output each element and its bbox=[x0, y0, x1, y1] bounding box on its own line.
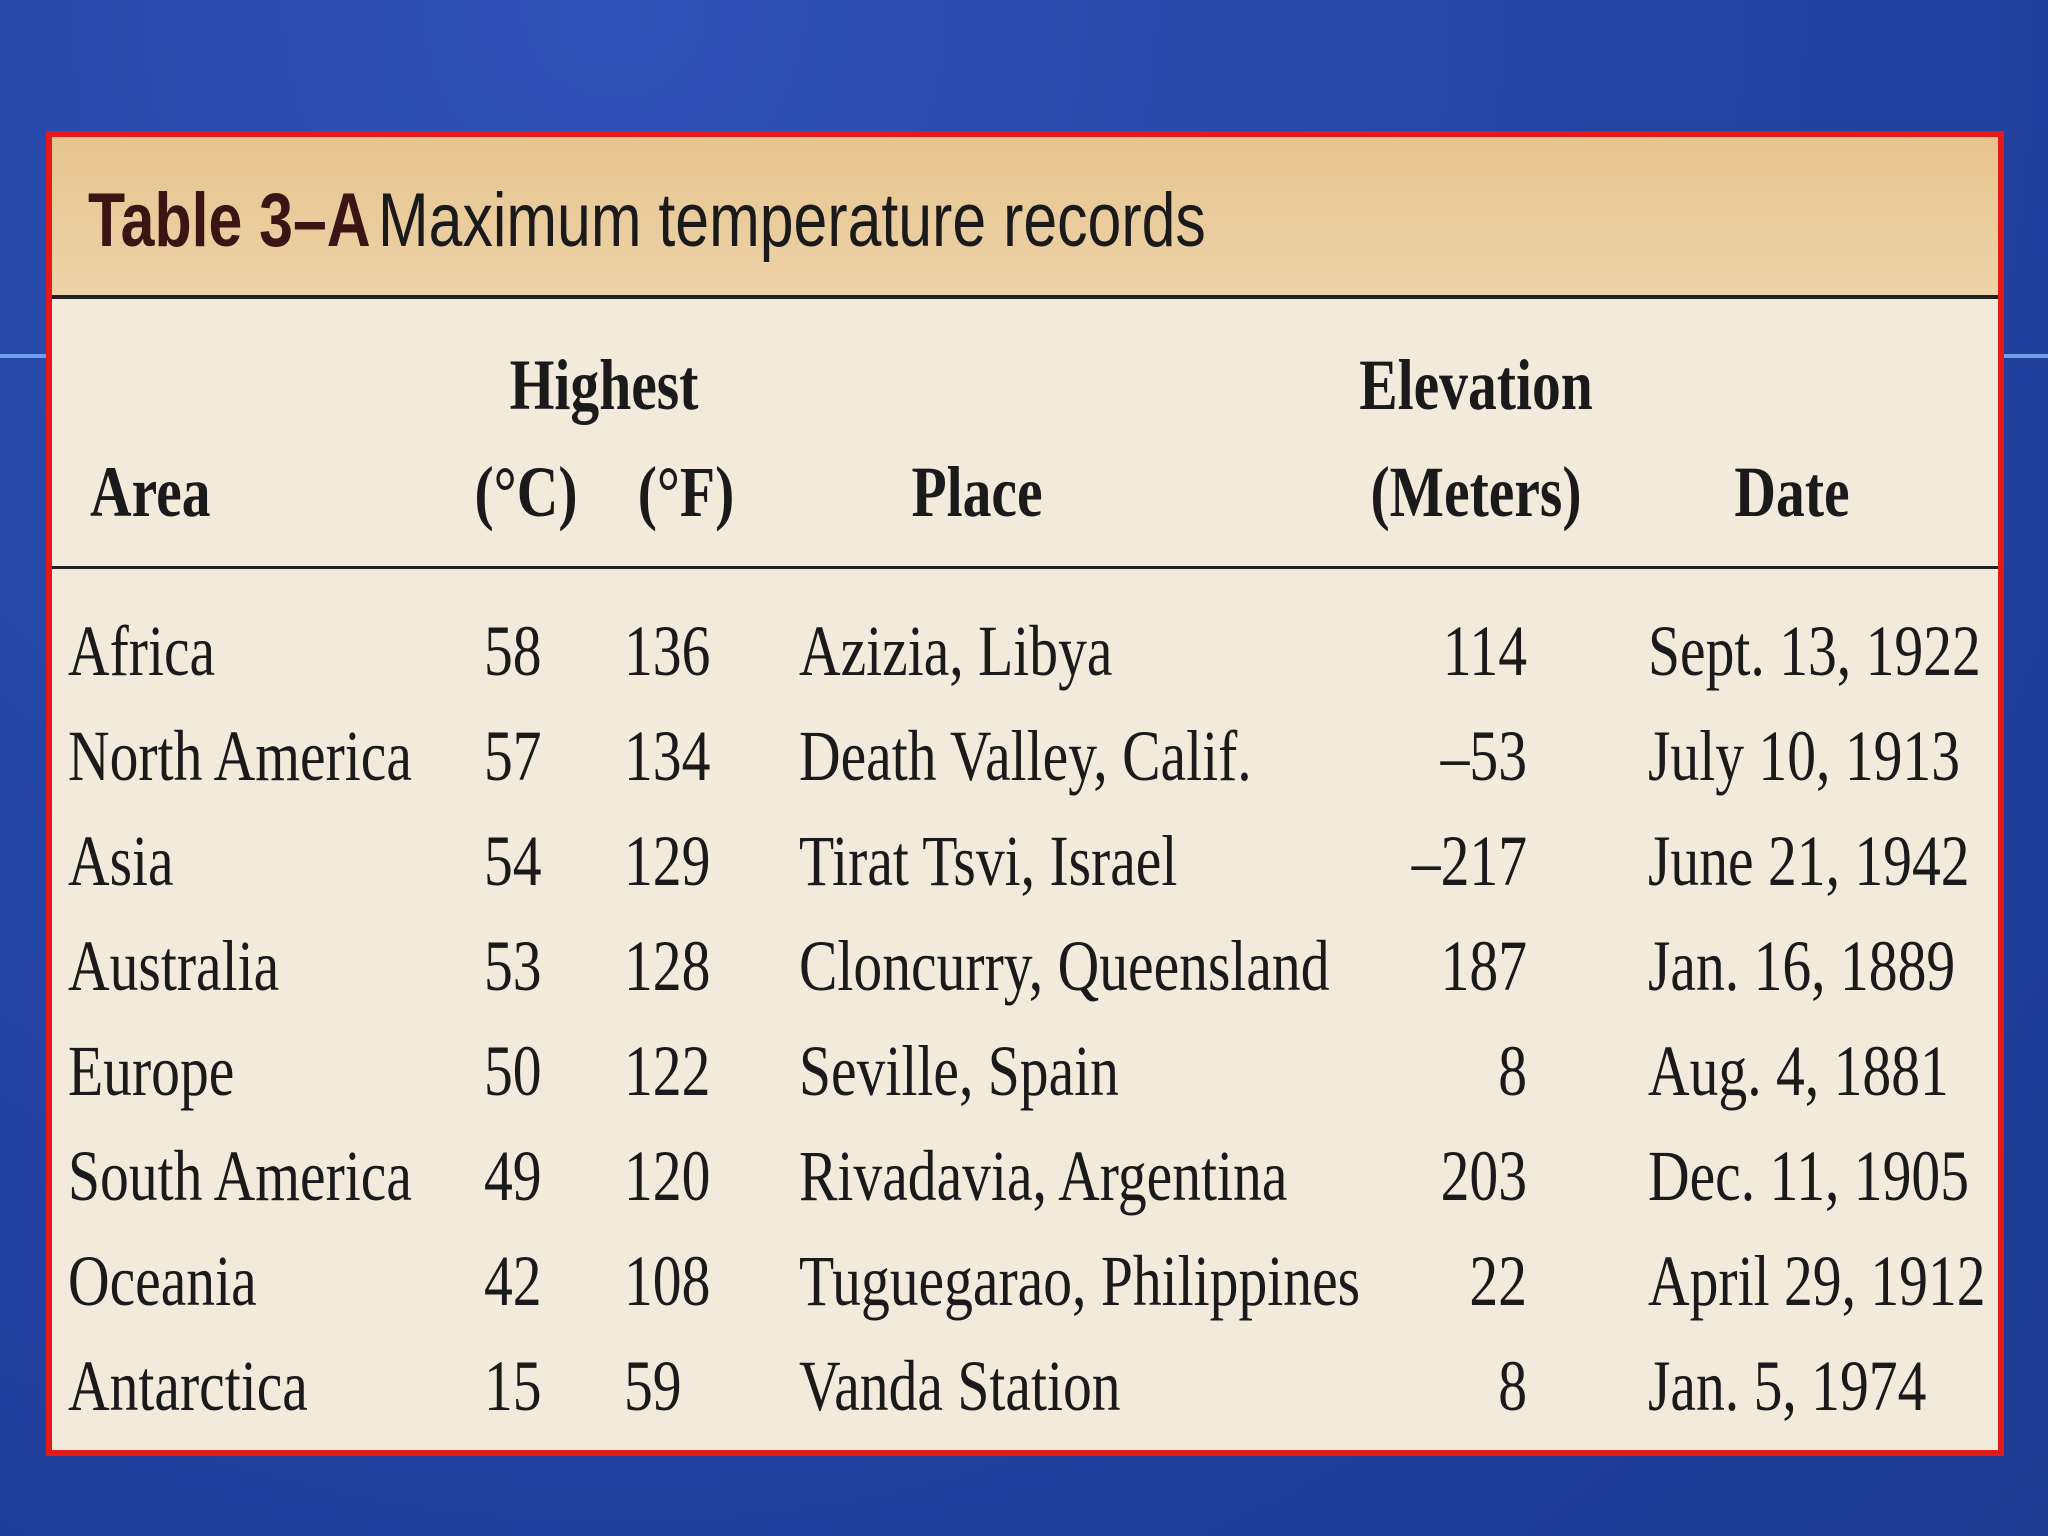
place-cell: Azizia, Libya bbox=[799, 611, 1113, 691]
fahrenheit-cell: 136 bbox=[624, 611, 711, 691]
date-cell: Jan. 5, 1974 bbox=[1648, 1346, 1927, 1426]
celsius-cell: 54 bbox=[484, 821, 542, 901]
place-cell: Tirat Tsvi, Israel bbox=[799, 821, 1178, 901]
celsius-cell: 49 bbox=[484, 1136, 542, 1216]
header: Date bbox=[1734, 452, 1850, 532]
elevation-cell: 22 bbox=[1469, 1241, 1527, 1321]
elevation-cell: 114 bbox=[1442, 611, 1527, 691]
date-cell: Dec. 11, 1905 bbox=[1648, 1136, 1969, 1216]
table-title: Maximum temperature records bbox=[378, 178, 1206, 263]
header: Place bbox=[911, 452, 1043, 532]
area-cell: Oceania bbox=[68, 1241, 257, 1321]
header: Elevation bbox=[1359, 345, 1593, 425]
area-cell: North America bbox=[68, 716, 412, 796]
table-card: Table 3–A Maximum temperature records Hi… bbox=[46, 131, 2004, 1456]
date-cell: Sept. 13, 1922 bbox=[1648, 611, 1981, 691]
celsius-cell: 58 bbox=[484, 611, 542, 691]
date-cell: Jan. 16, 1889 bbox=[1648, 926, 1956, 1006]
slide-line bbox=[2004, 354, 2048, 358]
place-cell: Death Valley, Calif. bbox=[799, 716, 1252, 796]
celsius-cell: 15 bbox=[484, 1346, 542, 1426]
area-cell: Africa bbox=[68, 611, 216, 691]
place-cell: Seville, Spain bbox=[799, 1031, 1119, 1111]
place-cell: Rivadavia, Argentina bbox=[799, 1136, 1288, 1216]
celsius-cell: 42 bbox=[484, 1241, 542, 1321]
fahrenheit-cell: 120 bbox=[624, 1136, 711, 1216]
fahrenheit-cell: 129 bbox=[624, 821, 711, 901]
elevation-cell: 203 bbox=[1440, 1136, 1527, 1216]
area-cell: Asia bbox=[68, 821, 174, 901]
slide-line bbox=[0, 354, 46, 358]
elevation-cell: –217 bbox=[1411, 821, 1527, 901]
place-cell: Tuguegarao, Philippines bbox=[799, 1241, 1361, 1321]
area-cell: South America bbox=[68, 1136, 412, 1216]
fahrenheit-cell: 134 bbox=[624, 716, 711, 796]
elevation-cell: 8 bbox=[1498, 1031, 1527, 1111]
fahrenheit-cell: 59 bbox=[624, 1346, 682, 1426]
place-cell: Cloncurry, Queensland bbox=[799, 926, 1330, 1006]
header: (Meters) bbox=[1370, 452, 1582, 532]
place-cell: Vanda Station bbox=[799, 1346, 1121, 1426]
header: (°C) bbox=[474, 452, 578, 532]
fahrenheit-cell: 128 bbox=[624, 926, 711, 1006]
area-cell: Europe bbox=[68, 1031, 235, 1111]
date-cell: April 29, 1912 bbox=[1648, 1241, 1986, 1321]
area-cell: Antarctica bbox=[68, 1346, 308, 1426]
celsius-cell: 53 bbox=[484, 926, 542, 1006]
fahrenheit-cell: 108 bbox=[624, 1241, 711, 1321]
area-cell: Australia bbox=[68, 926, 280, 1006]
elevation-cell: –53 bbox=[1440, 716, 1527, 796]
elevation-cell: 8 bbox=[1498, 1346, 1527, 1426]
header: Area bbox=[90, 452, 211, 532]
title-band bbox=[52, 137, 1998, 299]
elevation-cell: 187 bbox=[1440, 926, 1527, 1006]
header: (°F) bbox=[637, 452, 735, 532]
celsius-cell: 57 bbox=[484, 716, 542, 796]
date-cell: Aug. 4, 1881 bbox=[1648, 1031, 1949, 1111]
date-cell: July 10, 1913 bbox=[1648, 716, 1961, 796]
header-rule bbox=[52, 566, 1998, 569]
table-label: Table 3–A bbox=[88, 178, 371, 263]
fahrenheit-cell: 122 bbox=[624, 1031, 711, 1111]
date-cell: June 21, 1942 bbox=[1648, 821, 1970, 901]
celsius-cell: 50 bbox=[484, 1031, 542, 1111]
header: Highest bbox=[509, 345, 699, 425]
